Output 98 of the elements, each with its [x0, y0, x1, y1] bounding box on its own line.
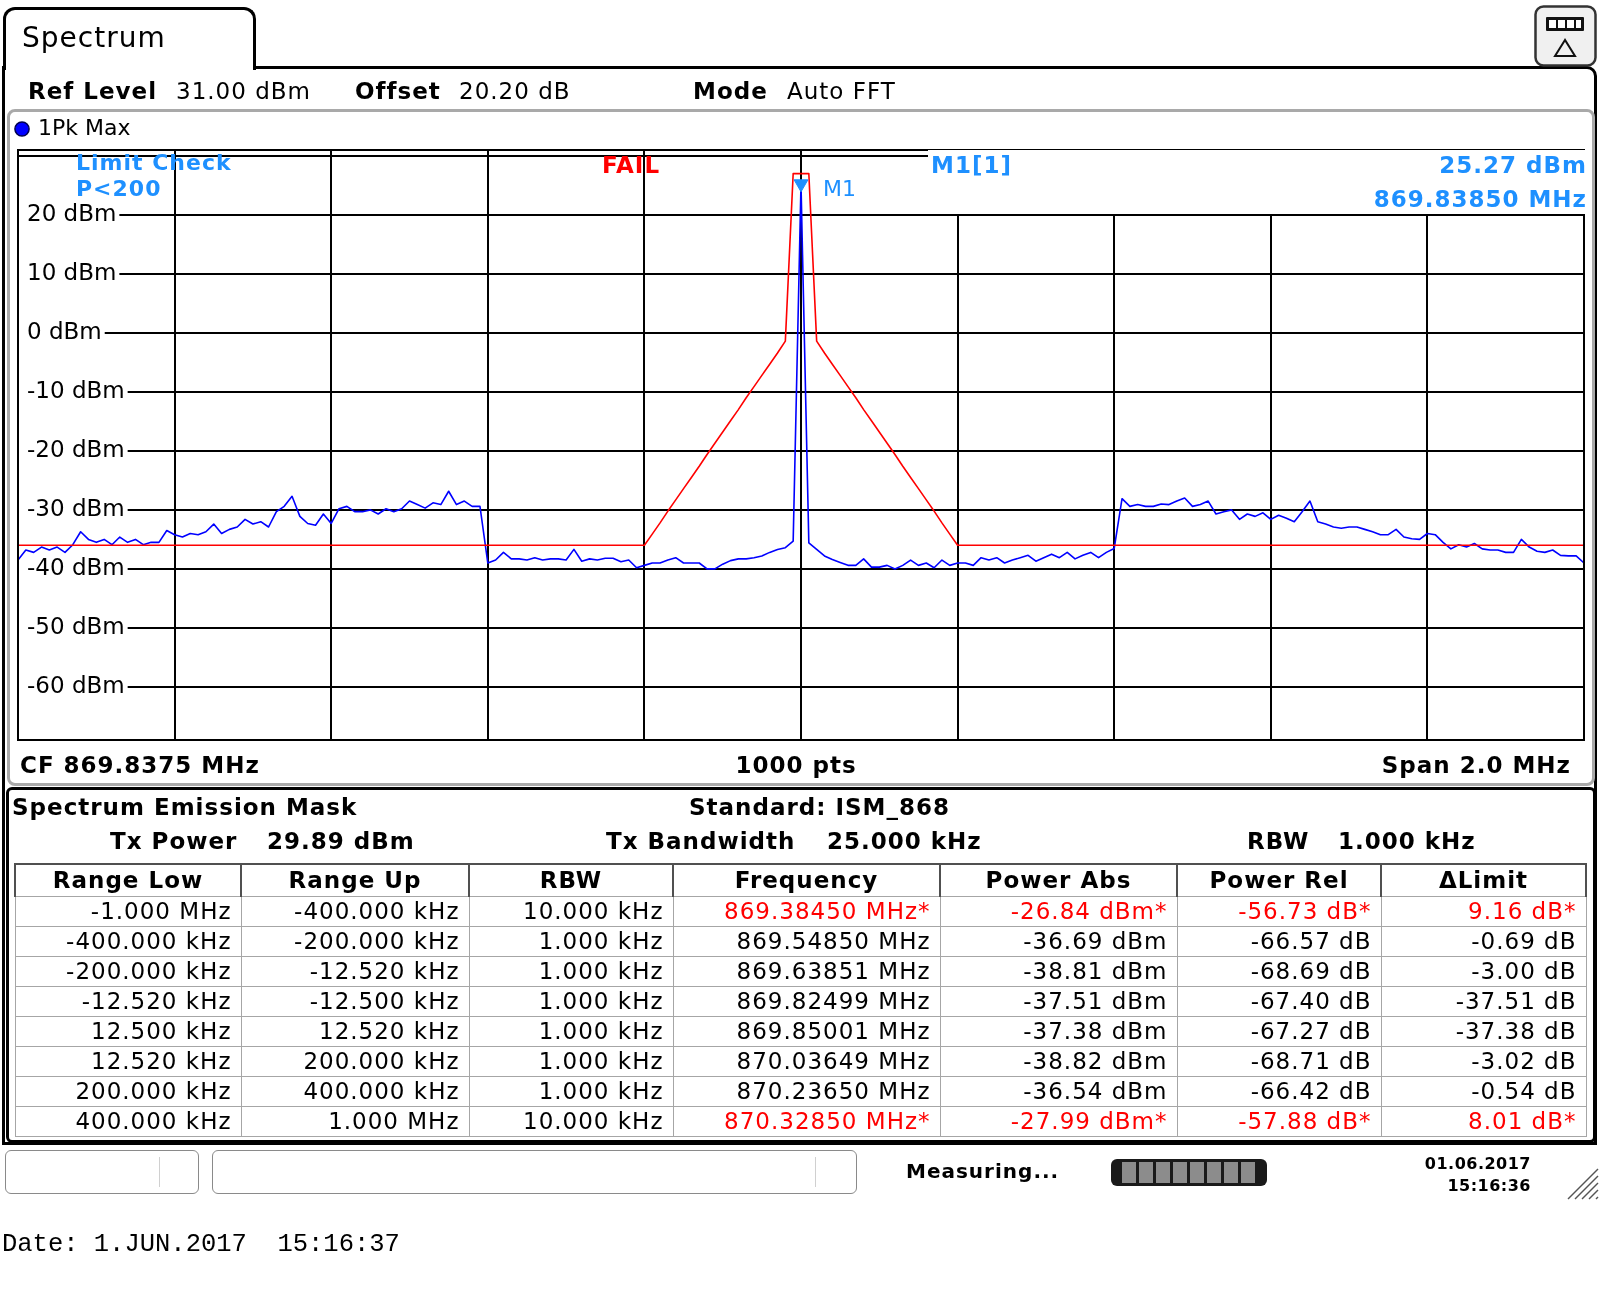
text: 20.20 dB [459, 77, 571, 106]
text: 15:16:36 [1447, 1174, 1531, 1196]
text: 29.89 dBm [267, 827, 415, 856]
text: -37.38 dB [1381, 1016, 1586, 1047]
text: 200.000 kHz [15, 1076, 241, 1107]
text: 1.000 kHz [469, 926, 673, 957]
text: -1.000 MHz [15, 896, 241, 927]
y-tick-label: 0 dBm [27, 317, 102, 344]
text: -38.81 dBm [940, 956, 1177, 987]
text: RBW [1247, 827, 1310, 856]
text: -38.82 dBm [940, 1046, 1177, 1077]
text: Tx Power [110, 827, 238, 856]
text: -66.42 dB [1177, 1076, 1381, 1107]
legend-label: 1Pk Max [38, 114, 131, 140]
text: 400.000 kHz [241, 1076, 469, 1107]
text: Mode [693, 77, 768, 106]
text: -37.38 dBm [940, 1016, 1177, 1047]
text: 1.000 kHz [469, 1076, 673, 1107]
text: -36.69 dBm [940, 926, 1177, 957]
text: -37.51 dB [1381, 986, 1586, 1017]
text: 01.06.2017 [1424, 1152, 1531, 1174]
text: Power Rel [1177, 864, 1381, 897]
y-tick-label: -60 dBm [27, 671, 125, 698]
text: 9.16 dB* [1381, 896, 1586, 927]
annotation: M1[1] [931, 151, 1012, 180]
text: Date: 1.JUN.2017 15:16:37 [2, 1228, 400, 1261]
text: 8.01 dB* [1381, 1106, 1586, 1137]
text: Offset [355, 77, 441, 106]
text: 870.32850 MHz* [673, 1106, 940, 1137]
text: 869.38450 MHz* [673, 896, 940, 927]
text: 869.63851 MHz [673, 956, 940, 987]
text: 1000 pts [735, 751, 857, 780]
text: Range Low [15, 864, 241, 897]
text: Power Abs [940, 864, 1177, 897]
text: -3.00 dB [1381, 956, 1586, 987]
text: -57.88 dB* [1177, 1106, 1381, 1137]
text: -12.520 kHz [15, 986, 241, 1017]
text: -67.40 dB [1177, 986, 1381, 1017]
text: 869.82499 MHz [673, 986, 940, 1017]
text: -3.02 dB [1381, 1046, 1586, 1077]
text: -12.500 kHz [241, 986, 469, 1017]
text: 1.000 kHz [469, 1046, 673, 1077]
annotation: 25.27 dBm [1439, 151, 1587, 180]
text: -56.73 dB* [1177, 896, 1381, 927]
text: -68.69 dB [1177, 956, 1381, 987]
text: -37.51 dBm [940, 986, 1177, 1017]
text: -66.57 dB [1177, 926, 1381, 957]
y-tick-label: -30 dBm [27, 494, 125, 521]
text: CF 869.8375 MHz [20, 751, 260, 780]
y-tick-label: -40 dBm [27, 553, 125, 580]
text: 870.03649 MHz [673, 1046, 940, 1077]
text: 869.85001 MHz [673, 1016, 940, 1047]
text: -0.54 dB [1381, 1076, 1586, 1107]
text: Auto FFT [787, 77, 896, 106]
text: 200.000 kHz [241, 1046, 469, 1077]
text: -400.000 kHz [241, 896, 469, 927]
chart-title: Spectrum [22, 20, 166, 56]
text: Range Up [241, 864, 469, 897]
text: 25.000 kHz [827, 827, 982, 856]
text: 1.000 kHz [1338, 827, 1476, 856]
text: 869.54850 MHz [673, 926, 940, 957]
text: RBW [469, 864, 673, 897]
y-tick-label: -10 dBm [27, 376, 125, 403]
text: Measuring... [906, 1158, 1060, 1184]
text: -400.000 kHz [15, 926, 241, 957]
text: -12.520 kHz [241, 956, 469, 987]
text: 1.000 kHz [469, 1016, 673, 1047]
text: 12.520 kHz [241, 1016, 469, 1047]
text: -200.000 kHz [15, 956, 241, 987]
text: -200.000 kHz [241, 926, 469, 957]
text: 10.000 kHz [469, 896, 673, 927]
text: 31.00 dBm [176, 77, 311, 106]
text: 12.500 kHz [15, 1016, 241, 1047]
text: -0.69 dB [1381, 926, 1586, 957]
text: -26.84 dBm* [940, 896, 1177, 927]
text: 1.000 MHz [241, 1106, 469, 1137]
text: -67.27 dB [1177, 1016, 1381, 1047]
text: 400.000 kHz [15, 1106, 241, 1137]
annotation: 869.83850 MHz [1373, 185, 1587, 214]
text: -27.99 dBm* [940, 1106, 1177, 1137]
text: Span 2.0 MHz [1381, 751, 1571, 780]
text: ΔLimit [1381, 864, 1586, 897]
text: Tx Bandwidth [606, 827, 796, 856]
text: Frequency [673, 864, 940, 897]
text: 12.520 kHz [15, 1046, 241, 1077]
text: Spectrum Emission Mask [12, 793, 358, 822]
text: -68.71 dB [1177, 1046, 1381, 1077]
text: 1.000 kHz [469, 986, 673, 1017]
y-tick-label: 10 dBm [27, 258, 117, 285]
y-tick-label: -50 dBm [27, 612, 125, 639]
text: 1.000 kHz [469, 956, 673, 987]
text: 870.23650 MHz [673, 1076, 940, 1107]
text: -36.54 dBm [940, 1076, 1177, 1107]
text: Standard: ISM_868 [689, 793, 950, 822]
y-tick-label: -20 dBm [27, 435, 125, 462]
text: Ref Level [28, 77, 158, 106]
series-label: M1 [823, 175, 856, 201]
text: 10.000 kHz [469, 1106, 673, 1137]
